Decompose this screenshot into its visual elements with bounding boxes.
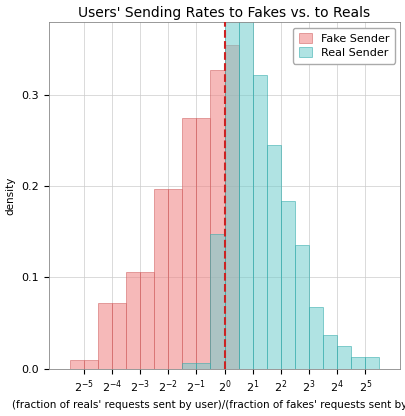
Bar: [182, 118, 196, 369]
Bar: [308, 307, 322, 369]
Bar: [126, 272, 140, 369]
Bar: [182, 363, 196, 369]
Bar: [98, 303, 112, 369]
Bar: [224, 45, 238, 369]
Bar: [154, 188, 168, 369]
Bar: [280, 201, 294, 369]
Bar: [252, 75, 266, 369]
Bar: [70, 361, 83, 369]
Bar: [140, 272, 154, 369]
Bar: [196, 118, 210, 369]
Bar: [168, 188, 182, 369]
Bar: [294, 245, 308, 369]
Bar: [196, 363, 210, 369]
Legend: Fake Sender, Real Sender: Fake Sender, Real Sender: [292, 28, 394, 64]
X-axis label: (fraction of reals' requests sent by user)/(fraction of fakes' requests sent by : (fraction of reals' requests sent by use…: [12, 401, 405, 411]
Bar: [112, 303, 126, 369]
Bar: [266, 145, 280, 369]
Bar: [224, 0, 238, 369]
Bar: [210, 70, 224, 369]
Bar: [238, 19, 252, 369]
Bar: [350, 357, 364, 369]
Bar: [364, 357, 378, 369]
Bar: [83, 361, 98, 369]
Title: Users' Sending Rates to Fakes vs. to Reals: Users' Sending Rates to Fakes vs. to Rea…: [78, 5, 370, 20]
Bar: [322, 335, 336, 369]
Bar: [336, 346, 350, 369]
Y-axis label: density: density: [6, 176, 15, 215]
Bar: [210, 234, 224, 369]
